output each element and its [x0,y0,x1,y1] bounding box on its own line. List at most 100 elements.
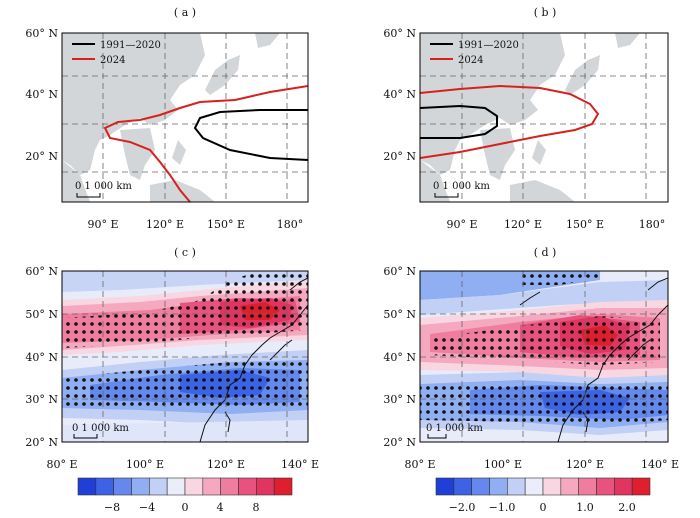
panel-d-label: ( d ) [534,246,557,259]
colorbar-swatch [95,477,114,496]
colorbar-tick: −8 [104,501,120,514]
scale-label: 0 1 000 km [75,181,132,192]
colorbar-tick: −1.0 [489,501,516,514]
colorbar-swatch [131,477,150,496]
x-tick: 80° E [46,458,77,471]
colorbar-swatch [220,477,239,496]
panel-a-label: ( a ) [174,6,196,19]
x-tick: 180° [277,218,304,231]
y-tick: 30° N [383,393,416,406]
panel-b: ( b ) 1991—2020 2024 [383,6,669,231]
legend-2024: 2024 [458,55,483,66]
colorbar-swatch [435,477,455,496]
colorbar-swatch [471,477,490,496]
colorbar-d [435,477,651,496]
colorbar-tick: −2.0 [449,501,476,514]
colorbar-swatch [578,477,597,496]
panel-c: ( c ) [25,246,319,514]
y-tick: 20° N [25,150,58,163]
philippines-land [532,140,546,165]
y-tick: 50° N [383,308,416,321]
colorbar-swatch [596,477,615,496]
india-land [420,160,450,202]
contour-2024 [420,84,600,159]
x-tick: 100° E [484,458,522,471]
x-tick: 120° E [566,458,604,471]
x-tick: 90° E [446,218,477,231]
colorbar-tick: −4 [139,501,155,514]
panel-c-label: ( c ) [174,246,196,259]
legend-1991-2020: 1991—2020 [458,40,519,51]
x-tick: 120° E [504,218,542,231]
y-tick: 20° N [383,150,416,163]
y-tick: 40° N [25,88,58,101]
colorbar-tick: 2.0 [618,501,636,514]
x-tick: 180° [639,218,666,231]
x-tick: 120° E [146,218,184,231]
kamchatka-land [255,33,280,48]
colorbar-swatch [166,477,186,496]
colorbar-swatch [238,477,257,496]
y-tick: 60° N [25,265,58,278]
colorbar-swatch [113,477,132,496]
colorbar-swatch [631,477,651,496]
colorbar-tick: 8 [253,501,260,514]
x-tick: 100° E [126,458,164,471]
colorbar-swatch [524,477,544,496]
contour-1991-2020 [420,104,498,139]
colorbar-swatch [202,477,221,496]
contour-2024 [103,85,308,202]
y-tick: 20° N [25,436,58,449]
x-tick: 150° E [207,218,245,231]
colorbar-tick: 1.0 [576,501,594,514]
y-tick: 40° N [25,351,58,364]
panel-a: ( a ) [25,6,309,231]
x-tick: 80° E [404,458,435,471]
y-tick: 40° N [383,88,416,101]
x-tick: 120° E [207,458,245,471]
y-tick: 30° N [25,393,58,406]
japan-land [205,55,240,95]
colorbar-swatch [77,477,97,496]
colorbar-swatch [453,477,472,496]
colorbar-swatch [542,477,562,496]
colorbar-c [77,477,293,496]
x-tick: 140° E [641,458,679,471]
colorbar-tick: 0 [540,501,547,514]
scale-label: 0 1 000 km [72,423,129,434]
colorbar-swatch [184,477,204,496]
y-tick: 40° N [383,351,416,364]
x-tick: 140° E [281,458,319,471]
asia-land [62,33,205,175]
colorbar-swatch [507,477,526,496]
x-tick: 90° E [87,218,118,231]
indochina-land [480,128,515,180]
y-tick: 50° N [25,308,58,321]
y-tick: 60° N [383,265,416,278]
philippines-land [172,140,186,165]
legend-1991-2020: 1991—2020 [100,40,161,51]
scale-label: 0 1 000 km [433,181,490,192]
asia-land [420,33,565,175]
maritime-land [510,180,575,202]
maritime-land [150,180,215,202]
y-tick: 20° N [383,436,416,449]
colorbar-swatch [273,477,293,496]
colorbar-swatch [489,477,508,496]
japan-land [565,55,600,95]
colorbar-tick: 4 [217,501,224,514]
colorbar-tick: 0 [182,501,189,514]
y-tick: 60° N [25,27,58,40]
india-land [62,160,90,202]
contour-1991-2020 [193,109,308,161]
scale-label: 0 1 000 km [426,423,483,434]
x-tick: 150° E [566,218,604,231]
panel-d: ( d ) [383,246,679,514]
kamchatka-land [615,33,640,48]
colorbar-swatch [614,477,633,496]
legend-2024: 2024 [100,55,125,66]
y-tick: 60° N [383,27,416,40]
colorbar-swatch [560,477,579,496]
colorbar-swatch [149,477,168,496]
